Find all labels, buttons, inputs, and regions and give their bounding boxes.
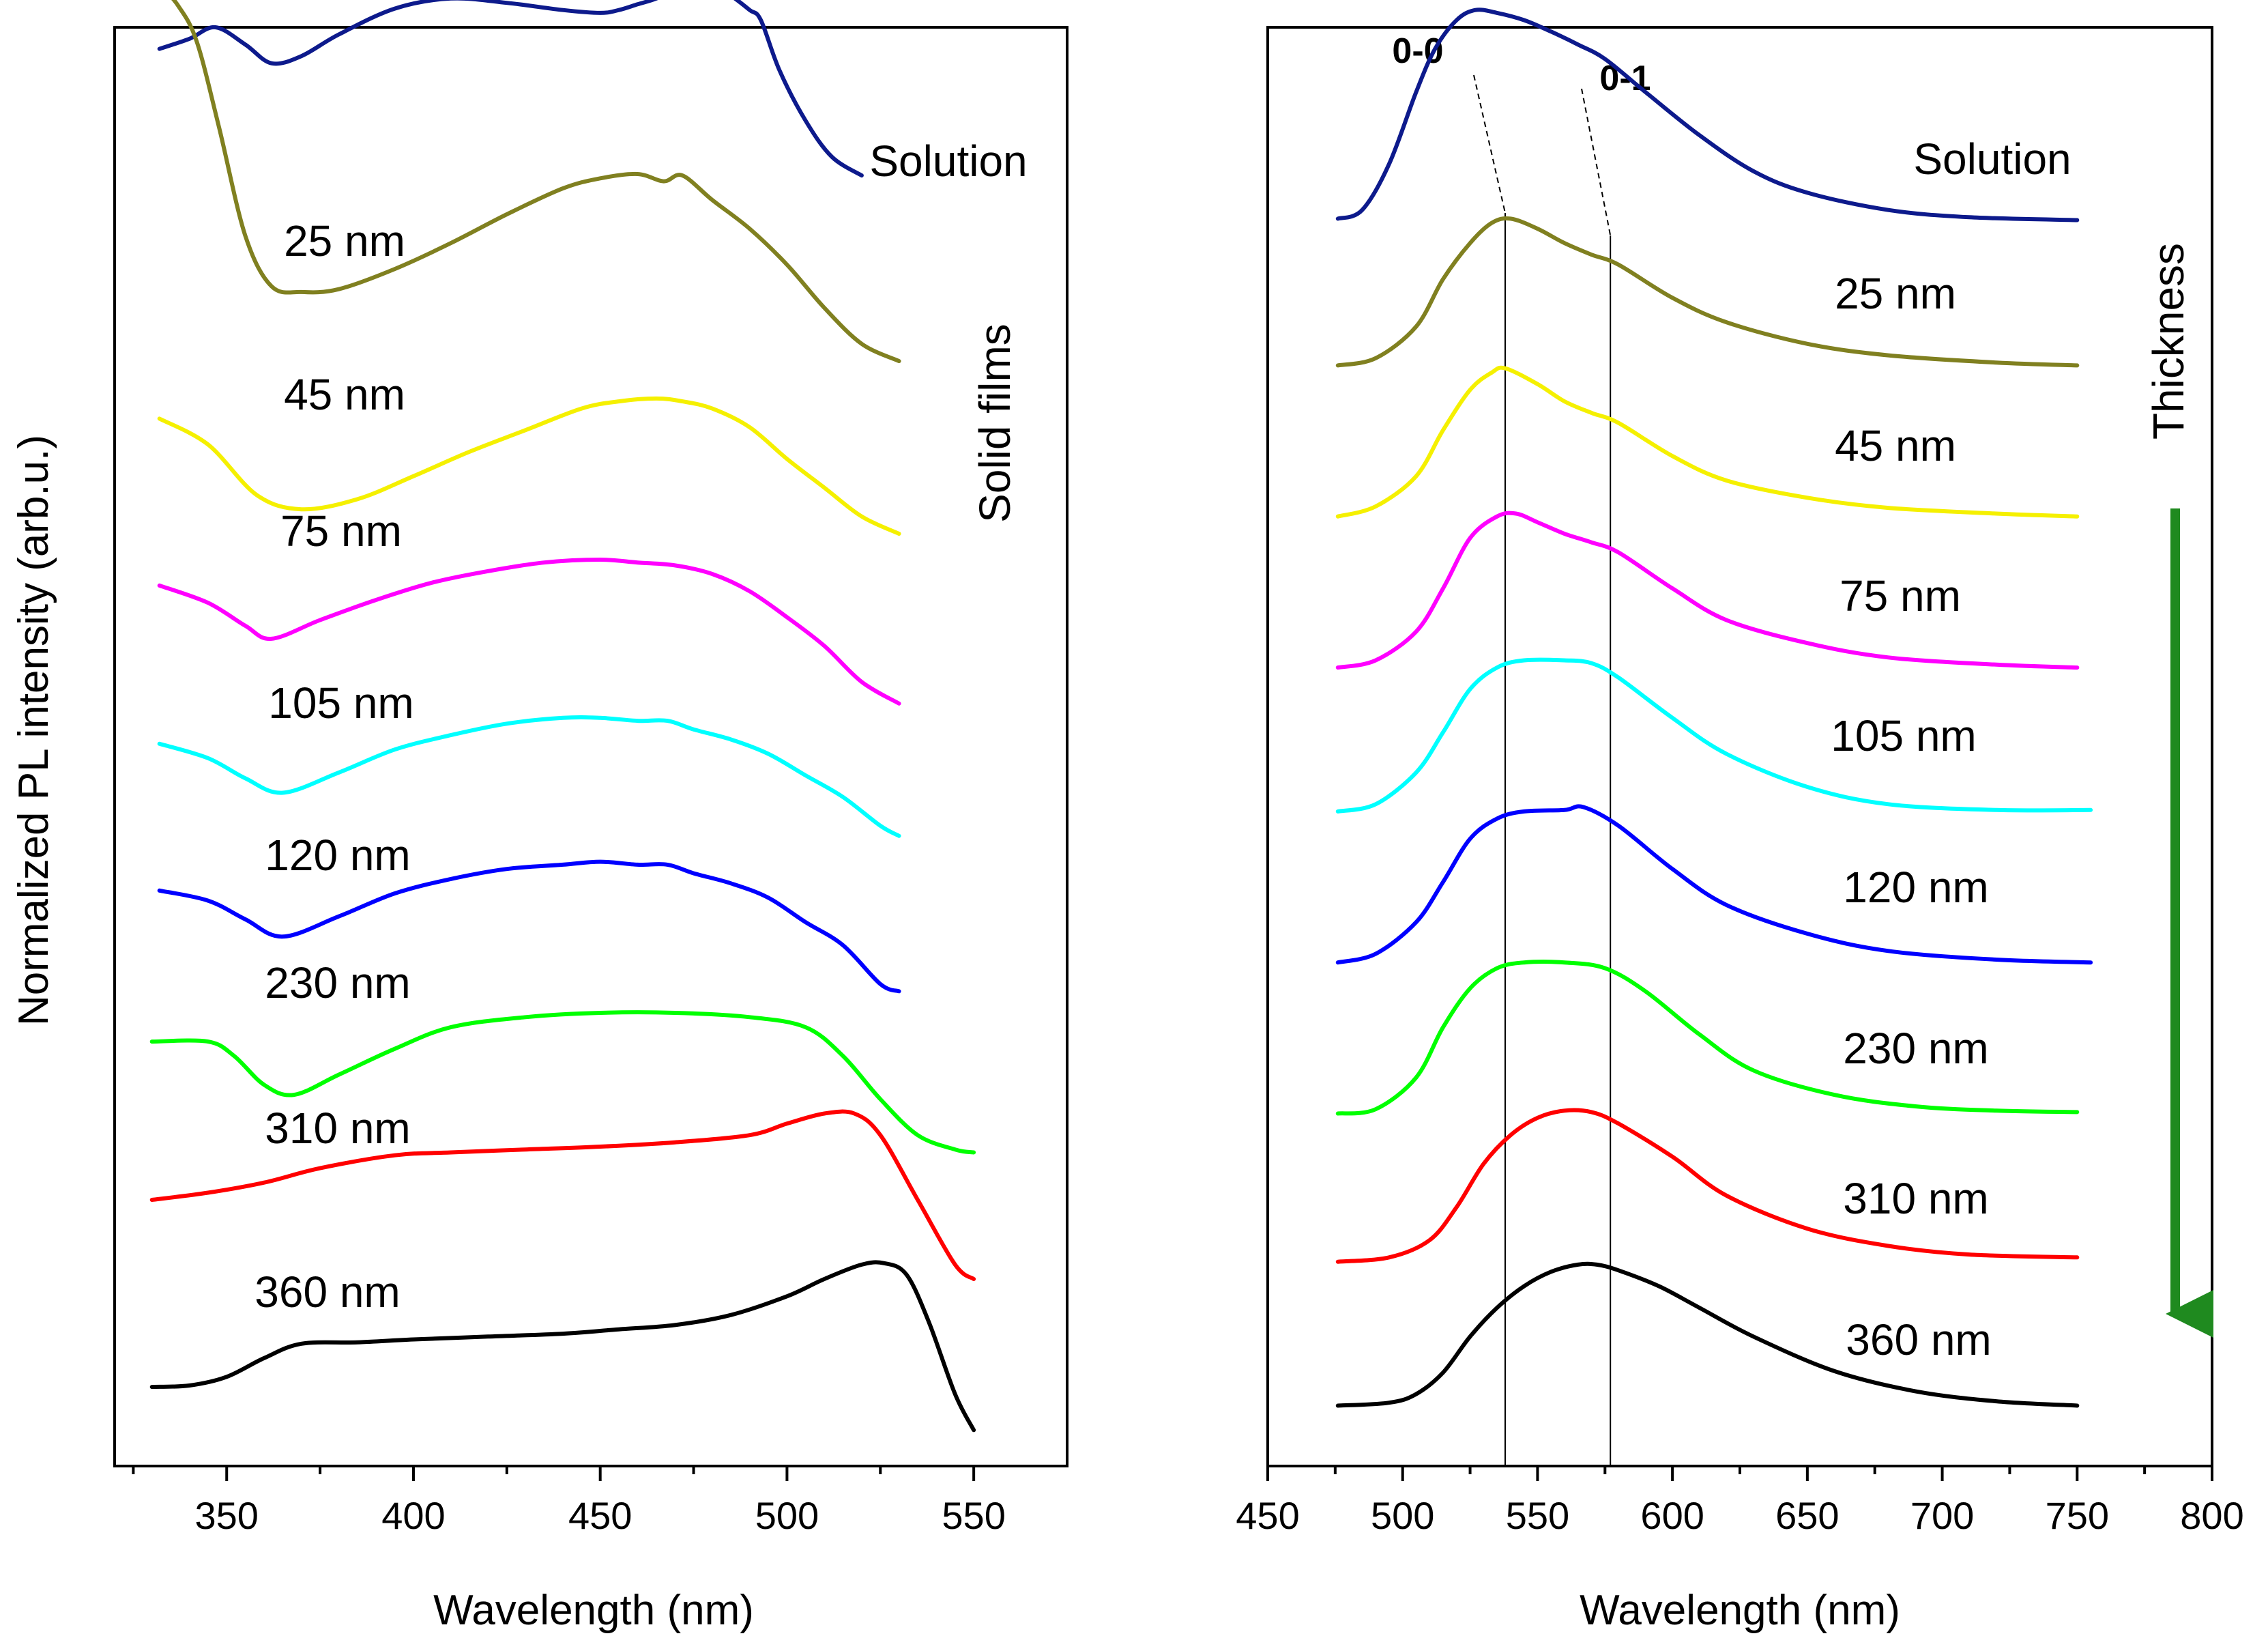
right-curve-solution — [1335, 8, 2080, 222]
right-curve-120-nm — [1335, 804, 2093, 965]
left-curve-labels: Solution 25 nm 45 nm 75 nm 105 nm 120 nm 230 n… — [255, 137, 1027, 1317]
right-curve-labels: Solution 25 nm 45 nm 75 nm 105 nm 120 nm 230 n… — [1831, 134, 2071, 1364]
left-curve-25-nm — [171, 0, 901, 364]
left-label-120-nm: 120 nm — [265, 831, 410, 880]
solid-films-label: Solid films — [970, 324, 1019, 523]
left-label-105-nm: 105 nm — [268, 678, 413, 728]
guide-dash-0-1 — [1581, 88, 1612, 236]
left-label-45-nm: 45 nm — [284, 370, 405, 419]
x-tick-label-350: 350 — [195, 1494, 259, 1537]
right-label-solution: Solution — [1913, 134, 2071, 184]
right-curve-360-nm — [1335, 1261, 2080, 1408]
left-curve-310-nm — [149, 1109, 976, 1281]
x-tick-label-800: 800 — [2180, 1494, 2243, 1537]
left-label-25-nm: 25 nm — [284, 216, 405, 265]
thickness-label: Thickness — [2144, 243, 2193, 440]
left-curve-360-nm — [149, 1260, 976, 1433]
right-x-axis-title: Wavelength (nm) — [1580, 1587, 1900, 1634]
x-tick-label-600: 600 — [1640, 1494, 1704, 1537]
left-label-75-nm: 75 nm — [280, 506, 402, 556]
x-tick-label-450: 450 — [1236, 1494, 1299, 1537]
left-curve-120-nm — [157, 859, 901, 994]
x-tick-label-400: 400 — [381, 1494, 445, 1537]
left-x-ticks: 350 400 450 500 550 — [132, 1466, 1006, 1537]
right-curve-25-nm — [1335, 216, 2080, 368]
x-tick-label-550: 550 — [1506, 1494, 1569, 1537]
left-curve-230-nm — [149, 1010, 976, 1155]
right-label-360-nm: 360 nm — [1846, 1315, 1991, 1364]
right-curve-75-nm — [1335, 511, 2080, 670]
left-label-230-nm: 230 nm — [265, 958, 410, 1007]
right-curve-230-nm — [1335, 960, 2080, 1116]
x-tick-label-500: 500 — [1371, 1494, 1434, 1537]
right-label-45-nm: 45 nm — [1835, 421, 1956, 470]
x-tick-label-550: 550 — [942, 1494, 1005, 1537]
right-panel: 0-00-1 450 500 550 600 650 700 750 800 Solution… — [1236, 8, 2244, 1634]
x-tick-label-500: 500 — [755, 1494, 819, 1537]
right-label-120-nm: 120 nm — [1843, 863, 1988, 912]
x-tick-label-700: 700 — [1910, 1494, 1974, 1537]
left-curve-solution — [157, 0, 864, 178]
left-curve-105-nm — [157, 715, 901, 838]
right-x-ticks: 450 500 550 600 650 700 750 800 — [1236, 1466, 2244, 1537]
right-label-25-nm: 25 nm — [1835, 269, 1956, 318]
left-x-axis-title: Wavelength (nm) — [433, 1587, 754, 1634]
right-label-310-nm: 310 nm — [1843, 1174, 1988, 1223]
left-curve-75-nm — [157, 558, 901, 706]
x-tick-label-650: 650 — [1775, 1494, 1839, 1537]
y-axis-title: Normalized PL intensity (arb.u.) — [10, 435, 57, 1026]
right-curves — [1335, 8, 2093, 1408]
left-curves — [149, 0, 976, 1433]
left-label-310-nm: 310 nm — [265, 1104, 410, 1153]
left-label-360-nm: 360 nm — [255, 1267, 400, 1317]
x-tick-label-750: 750 — [2046, 1494, 2109, 1537]
left-curve-45-nm — [157, 396, 901, 536]
left-plot-frame — [113, 26, 1068, 1467]
x-tick-label-450: 450 — [568, 1494, 632, 1537]
left-label-solution: Solution — [869, 137, 1027, 186]
right-label-105-nm: 105 nm — [1831, 711, 1976, 760]
guide-dash-0-0 — [1473, 74, 1506, 214]
right-curve-105-nm — [1335, 657, 2093, 814]
right-curve-310-nm — [1335, 1108, 2080, 1264]
right-curve-45-nm — [1335, 365, 2080, 519]
right-label-230-nm: 230 nm — [1843, 1024, 1988, 1073]
right-label-75-nm: 75 nm — [1840, 571, 1961, 620]
left-panel: 350 400 450 500 550 Solution 25 nm 45 nm 75 nm 1… — [113, 0, 1068, 1634]
